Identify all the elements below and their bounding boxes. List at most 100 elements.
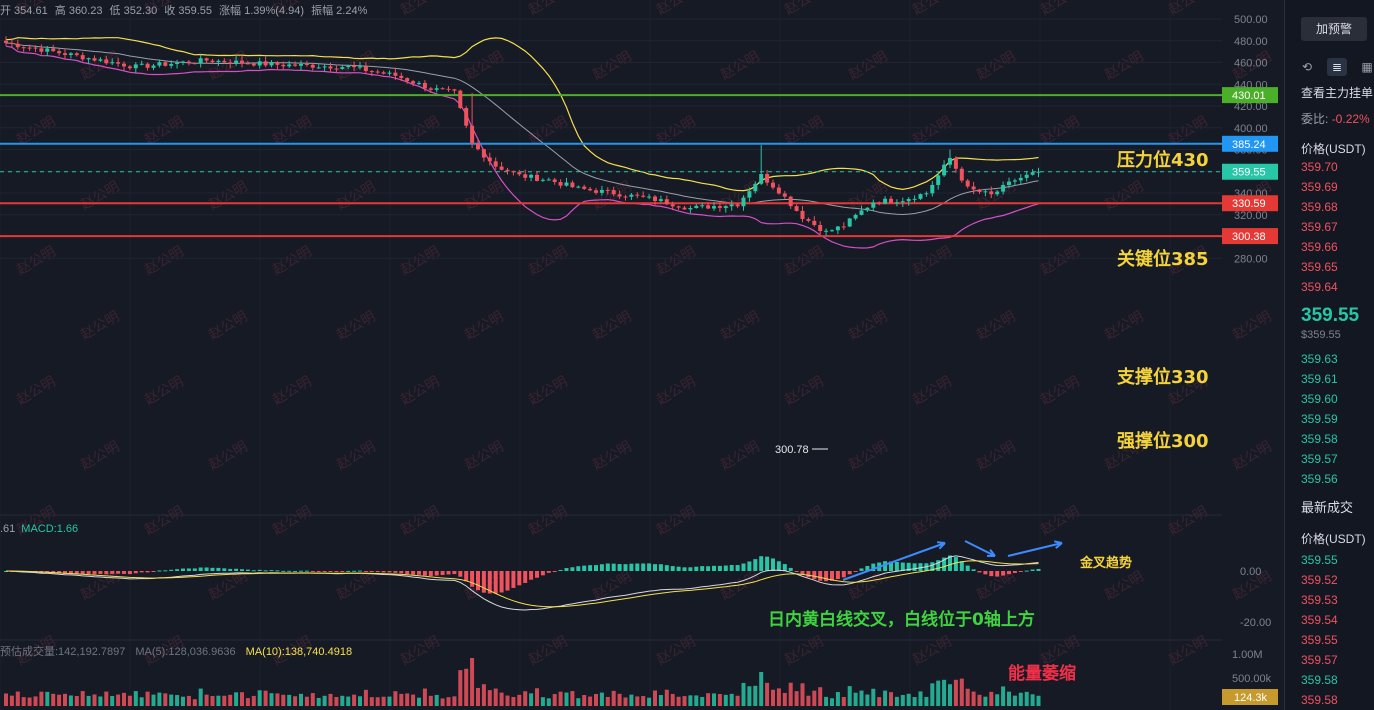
macd-histogram-bar — [186, 568, 191, 571]
watermark-text: 赵公明 — [590, 49, 634, 84]
bid-price-row[interactable]: 359.60 — [1301, 392, 1338, 406]
low-price-label: 300.78 — [775, 444, 809, 456]
bid-price-row[interactable]: 359.57 — [1301, 452, 1338, 466]
ask-price-row[interactable]: 359.64 — [1301, 280, 1338, 294]
watermark-text: 赵公明 — [654, 0, 698, 18]
candle-body — [316, 67, 321, 69]
macd-histogram-bar — [706, 566, 711, 571]
volume-bar — [493, 688, 498, 706]
view-toggle-group: ⟲ ≣ ▦ — [1297, 58, 1374, 76]
macd-histogram-bar — [948, 555, 952, 571]
add-alert-button[interactable]: 加预警 — [1301, 17, 1367, 41]
macd-histogram-bar — [936, 560, 941, 571]
ask-price-row[interactable]: 359.67 — [1301, 220, 1338, 234]
watermark-text: 赵公明 — [14, 374, 58, 409]
macd-histogram-bar — [623, 564, 628, 571]
macd-histogram-bar — [281, 570, 286, 572]
trade-price-row[interactable]: 359.58 — [1301, 673, 1338, 687]
macd-histogram-bar — [599, 564, 604, 571]
macd-histogram-bar — [717, 565, 722, 571]
watermark-text: 赵公明 — [526, 244, 570, 279]
candle-body — [894, 202, 899, 204]
volume-bar — [45, 691, 50, 706]
trades-price-header: 价格(USDT) — [1301, 532, 1366, 546]
macd-histogram-bar — [889, 561, 893, 571]
ask-price-row[interactable]: 359.68 — [1301, 200, 1338, 214]
volume-tag — [1222, 689, 1278, 705]
volume-bar — [340, 695, 345, 706]
ask-price-row[interactable]: 359.69 — [1301, 180, 1338, 194]
list-view-icon[interactable]: ≣ — [1327, 58, 1347, 76]
candle-body — [594, 190, 598, 193]
ask-price-row[interactable]: 359.66 — [1301, 240, 1338, 254]
volume-note-label: 能量萎缩 — [1008, 663, 1076, 684]
macd-histogram-bar — [1030, 569, 1035, 571]
volume-bar — [405, 693, 410, 706]
bid-price-row[interactable]: 359.61 — [1301, 372, 1338, 386]
book-view-icon[interactable]: ⟲ — [1301, 60, 1313, 74]
volume-bar — [422, 688, 427, 706]
watermark-text: 赵公明 — [398, 504, 442, 539]
volume-bar — [771, 689, 775, 706]
macd-histogram-bar — [700, 566, 705, 571]
macd-histogram-bar — [405, 571, 410, 575]
volume-bar — [464, 668, 469, 706]
trade-price-row[interactable]: 359.55 — [1301, 553, 1338, 567]
candle-body — [889, 198, 893, 203]
macd-histogram-bar — [228, 568, 233, 571]
bid-price-row[interactable]: 359.63 — [1301, 352, 1338, 366]
resistance-price-tag-text: 430.01 — [1232, 90, 1266, 102]
candle-body — [104, 59, 109, 64]
candle-body — [45, 48, 50, 52]
strong-price-tag — [1222, 228, 1278, 245]
volume-panel — [4, 658, 1041, 706]
watermark-text: 赵公明 — [846, 49, 890, 84]
volume-bar — [877, 697, 882, 706]
volume-bar — [653, 690, 657, 706]
grid-view-icon[interactable]: ▦ — [1361, 60, 1373, 74]
watermark-text: 赵公明 — [1102, 309, 1146, 344]
macd-value: MACD:1.66 — [21, 523, 79, 535]
candle-body — [228, 62, 233, 64]
volume-bar — [363, 689, 368, 706]
candle-body — [611, 190, 616, 195]
volume-bar — [281, 694, 286, 706]
ask-price-header: 价格(USDT) — [1301, 142, 1366, 156]
volume-bar — [198, 688, 203, 706]
candle-body — [198, 58, 203, 64]
price-tags: 430.01 385.24 359.55 330.59 300.38 124.3k — [1222, 87, 1278, 705]
macd-histogram-bar — [181, 568, 185, 571]
watermark-text: 赵公明 — [1038, 374, 1082, 409]
bid-price-row[interactable]: 359.56 — [1301, 472, 1338, 486]
trade-price-row[interactable]: 359.58 — [1301, 693, 1338, 707]
trade-price-row[interactable]: 359.57 — [1301, 653, 1338, 667]
ask-price-row[interactable]: 359.65 — [1301, 260, 1338, 274]
watermark-text: 赵公明 — [910, 634, 954, 669]
trade-price-row[interactable]: 359.53 — [1301, 593, 1338, 607]
volume-bar — [676, 696, 681, 706]
macd-histogram-bar — [310, 571, 315, 572]
volume-bar — [582, 695, 587, 706]
trade-price-row[interactable]: 359.52 — [1301, 573, 1338, 587]
macd-histogram-bar — [942, 557, 947, 571]
volume-bar — [1024, 691, 1029, 706]
macd-histogram-bar — [192, 568, 197, 571]
trade-price-row[interactable]: 359.55 — [1301, 633, 1338, 647]
candle-body — [204, 58, 209, 61]
bid-price-row[interactable]: 359.58 — [1301, 432, 1338, 446]
main-orders-link[interactable]: 查看主力挂单 — [1301, 86, 1374, 100]
volume-bar — [511, 696, 516, 706]
trade-price-row[interactable]: 359.54 — [1301, 613, 1338, 627]
candle-body — [676, 206, 681, 208]
volume-bar — [535, 688, 539, 706]
volume-bar — [393, 691, 398, 706]
candle-body — [948, 158, 952, 165]
macd-histogram-bar — [287, 570, 292, 572]
ask-price-row[interactable]: 359.70 — [1301, 160, 1338, 174]
bid-price-row[interactable]: 359.59 — [1301, 412, 1338, 426]
volume-main: 预估成交量:142,192.7897 — [0, 646, 126, 658]
watermark-text: 赵公明 — [78, 179, 122, 214]
macd-histogram-bar — [912, 563, 917, 571]
watermark-text: 赵公明 — [334, 179, 378, 214]
